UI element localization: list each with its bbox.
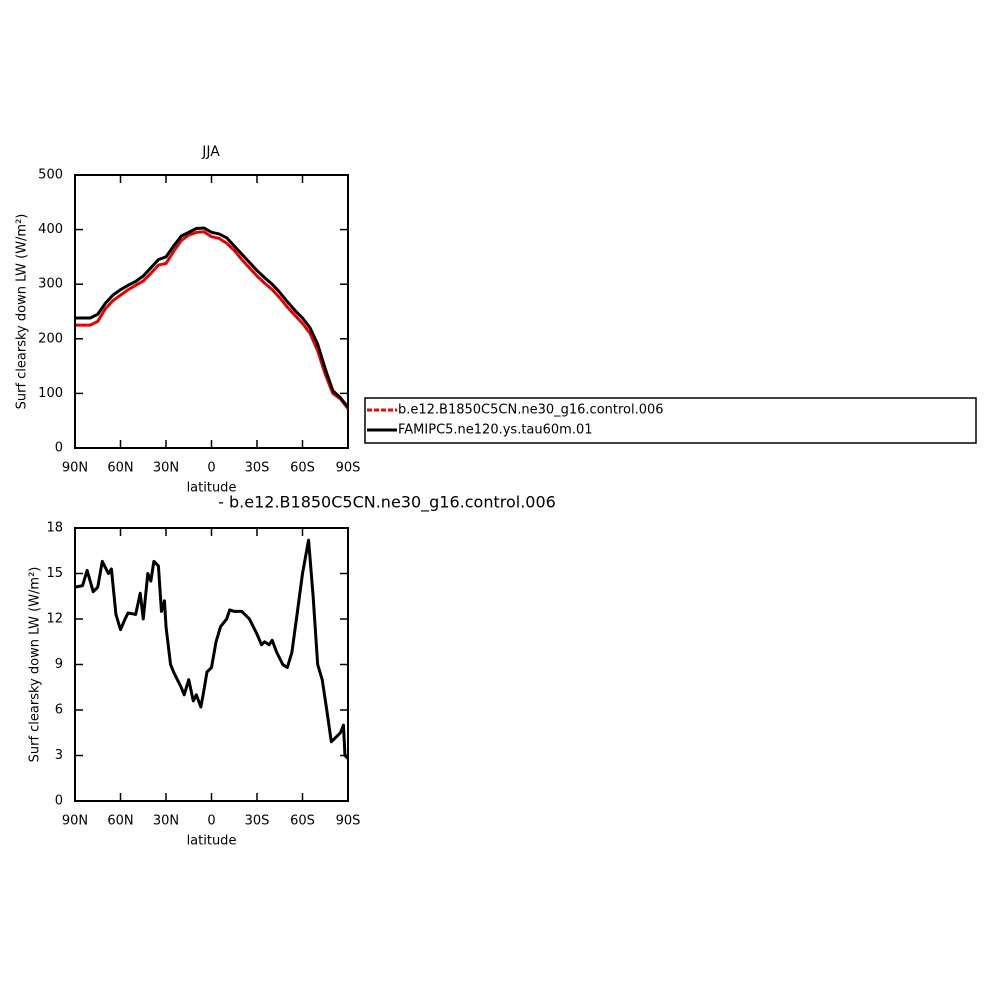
plot-frame <box>74 174 349 449</box>
y-tick-label: 0 <box>55 441 63 456</box>
x-tick-label: 90N <box>62 814 88 829</box>
x-tick-label: 0 <box>207 814 215 829</box>
x-tick-label: 60N <box>107 814 133 829</box>
y-tick-label: 0 <box>55 794 63 809</box>
x-axis-label: latitude <box>187 834 237 849</box>
chart-title: - b.e12.B1850C5CN.ne30_g16.control.006 <box>218 493 556 513</box>
x-tick-label: 90S <box>336 461 361 476</box>
y-tick-label: 15 <box>46 566 63 581</box>
y-tick-label: 100 <box>38 386 63 401</box>
x-tick-label: 60S <box>290 461 315 476</box>
x-tick-label: 30S <box>245 461 270 476</box>
y-tick-label: 200 <box>38 331 63 346</box>
x-tick-label: 30N <box>153 461 179 476</box>
y-tick-label: 12 <box>46 612 63 627</box>
x-tick-label: 0 <box>207 461 215 476</box>
y-axis-label: Surf clearsky down LW (W/m²) <box>28 567 43 763</box>
legend-label: b.e12.B1850C5CN.ne30_g16.control.006 <box>398 403 664 418</box>
y-tick-label: 400 <box>38 222 63 237</box>
data-line-dash <box>75 231 349 410</box>
legend-label: FAMIPC5.ne120.ys.tau60m.01 <box>398 423 593 438</box>
x-tick-label: 30S <box>245 814 270 829</box>
data-line <box>74 538 350 760</box>
x-tick-label: 60N <box>107 461 133 476</box>
x-tick-label: 30N <box>153 814 179 829</box>
y-tick-label: 6 <box>55 703 63 718</box>
y-tick-label: 9 <box>55 657 63 672</box>
x-axis-label: latitude <box>187 481 237 496</box>
legend-box <box>364 397 977 444</box>
x-tick-label: 60S <box>290 814 315 829</box>
x-tick-label: 90S <box>336 814 361 829</box>
y-tick-label: 3 <box>55 748 63 763</box>
data-line <box>75 230 350 410</box>
y-axis-label: Surf clearsky down LW (W/m²) <box>15 214 30 410</box>
y-tick-label: 500 <box>38 168 63 183</box>
y-tick-label: 300 <box>38 277 63 292</box>
y-tick-label: 18 <box>46 521 63 536</box>
x-tick-label: 90N <box>62 461 88 476</box>
plot-frame <box>74 527 349 802</box>
chart-title: JJA <box>201 144 220 160</box>
data-line <box>75 226 350 408</box>
